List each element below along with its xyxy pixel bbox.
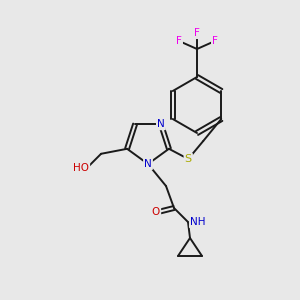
Text: N: N (144, 159, 152, 169)
Text: O: O (152, 207, 160, 217)
Text: F: F (212, 36, 218, 46)
Text: NH: NH (190, 217, 206, 227)
Text: HO: HO (73, 163, 89, 173)
Text: N: N (157, 119, 165, 129)
Text: S: S (185, 154, 192, 164)
Text: F: F (176, 36, 182, 46)
Text: F: F (194, 28, 200, 38)
